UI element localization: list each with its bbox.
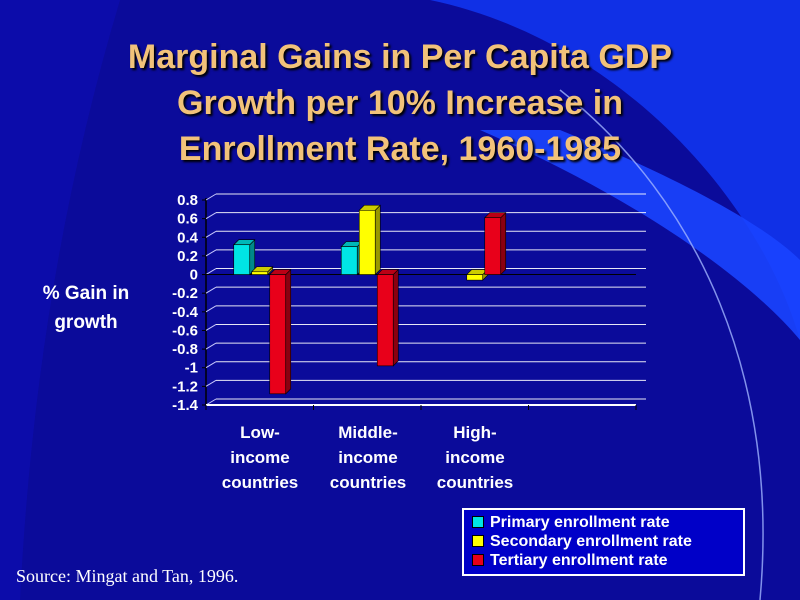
title-line-1: Marginal Gains in Per Capita GDP	[127, 38, 673, 76]
category-label-line: Low-	[240, 423, 280, 442]
bar-side	[500, 211, 507, 276]
category-label-high-income: High- income countries	[420, 420, 530, 495]
bars	[233, 204, 507, 395]
bar-side	[285, 268, 292, 395]
source-note: Source: Mingat and Tan, 1996.	[16, 566, 239, 586]
y-tick-label: 0.4	[177, 229, 199, 246]
gridline-depth	[205, 286, 217, 294]
gridline-depth	[205, 379, 217, 387]
y-tick-label: -1.4	[172, 397, 199, 414]
bar	[269, 274, 287, 395]
legend-label-tertiary: Tertiary enrollment rate	[490, 552, 668, 569]
y-tick-labels: 0.8 0.60.4 0.2 0-0.2 -0.4-0.6 -0.8 -1-1.2 -1.4	[172, 192, 199, 414]
gridline-depth	[205, 230, 217, 238]
bar	[340, 246, 358, 275]
bar-top	[376, 269, 399, 275]
category-label-line: High-	[453, 423, 497, 442]
legend: Primary enrollment rate Secondary enroll…	[462, 508, 745, 576]
y-tick-label: -0.6	[172, 322, 198, 339]
category-label-line: countries	[329, 473, 407, 492]
legend-swatch-tertiary	[472, 554, 484, 566]
y-axis-label: % Gain in growth	[30, 279, 142, 337]
category-label-line: income	[338, 448, 398, 467]
y-tick-label: -0.4	[172, 304, 199, 321]
legend-item-secondary: Secondary enrollment rate	[472, 532, 743, 551]
gridlines	[202, 193, 646, 410]
bar-side	[374, 204, 381, 276]
bar-top	[358, 204, 381, 211]
category-label-low-income: Low- income countries	[205, 420, 315, 495]
legend-item-primary: Primary enrollment rate	[472, 513, 743, 532]
bar	[484, 217, 502, 275]
legend-swatch-primary	[472, 516, 484, 528]
category-label-line: countries	[436, 473, 514, 492]
y-tick-label: 0.6	[177, 211, 198, 228]
title-line-3: Enrollment Rate, 1960-1985	[178, 130, 622, 168]
y-axis-label-line-2: growth	[54, 312, 118, 333]
gridline-depth	[205, 305, 217, 313]
bar	[233, 244, 251, 275]
y-tick-label: -0.2	[172, 285, 198, 302]
chart-title: Marginal Gains in Per Capita GDP Growth …	[0, 34, 800, 172]
gridline-depth	[205, 212, 217, 220]
bar-top	[484, 212, 507, 219]
bar-top	[233, 239, 256, 246]
y-tick-label: -1	[185, 360, 198, 377]
gridline-depth	[205, 268, 217, 275]
gridline-depth	[205, 342, 217, 350]
y-tick-label: 0.8	[177, 192, 198, 209]
bar	[251, 271, 269, 275]
legend-label-primary: Primary enrollment rate	[490, 514, 670, 531]
title-line-2: Growth per 10% Increase in	[177, 84, 623, 122]
y-axis-label-line-1: % Gain in	[42, 283, 130, 304]
bar	[466, 274, 484, 281]
y-tick-label: -1.2	[172, 378, 198, 395]
category-label-line: income	[445, 448, 505, 467]
bar-top	[251, 266, 274, 273]
y-tick-label: -0.8	[172, 341, 198, 358]
category-label-line: countries	[221, 473, 299, 492]
legend-item-tertiary: Tertiary enrollment rate	[472, 551, 743, 570]
bar-side	[392, 268, 399, 367]
y-tick-label: 0	[190, 267, 198, 284]
category-label-line: Middle-	[338, 423, 398, 442]
bar	[358, 209, 376, 275]
legend-swatch-secondary	[472, 535, 484, 547]
gridline-depth	[205, 193, 217, 201]
category-label-middle-income: Middle- income countries	[313, 420, 423, 495]
legend-label-secondary: Secondary enrollment rate	[490, 533, 692, 550]
y-tick-label: 0.2	[177, 248, 198, 265]
gridline-depth	[205, 324, 217, 331]
gridline-depth	[205, 361, 217, 369]
category-label-line: income	[230, 448, 290, 467]
bar	[376, 274, 394, 367]
bar-top	[269, 269, 292, 275]
gridline-depth	[205, 249, 217, 257]
